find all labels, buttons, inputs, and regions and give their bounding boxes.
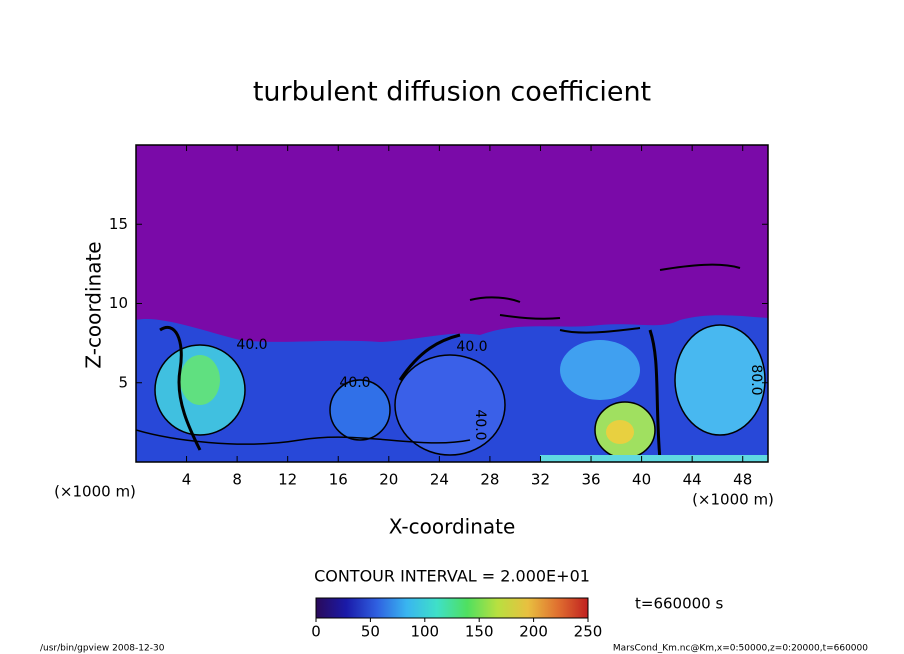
footer-right: MarsCond_Km.nc@Km,x=0:50000,z=0:20000,t=…	[613, 644, 868, 654]
contour-label: 40.0	[236, 337, 267, 353]
contour-label: 40.0	[339, 375, 370, 391]
colorbar-tick-label: 100	[410, 623, 439, 641]
x-tick-label: 32	[531, 471, 550, 489]
x-tick-label: 24	[430, 471, 449, 489]
y-tick-label: 5	[118, 373, 128, 391]
x-tick-label: 20	[379, 471, 398, 489]
x-tick-label: 4	[182, 471, 192, 489]
x-tick-label: 12	[278, 471, 297, 489]
y-unit: (×1000 m)	[54, 483, 136, 501]
colorbar-tick-label: 50	[361, 623, 380, 641]
colorbar-tick-label: 150	[465, 623, 494, 641]
y-tick-label: 10	[109, 294, 128, 312]
time-label: t=660000 s	[635, 595, 723, 613]
x-tick-label: 48	[733, 471, 752, 489]
x-unit: (×1000 m)	[692, 491, 774, 509]
y-tick-label: 15	[109, 215, 128, 233]
contour-label: 80.0	[748, 364, 764, 395]
x-tick-label: 8	[232, 471, 242, 489]
colorbar-tick-label: 0	[311, 623, 321, 641]
contour-label: 40.0	[472, 409, 488, 440]
footer-left: /usr/bin/gpview 2008-12-30	[40, 644, 165, 654]
chart-title: turbulent diffusion coefficient	[253, 77, 651, 108]
colorbar-tick-label: 200	[519, 623, 548, 641]
contour-interval: CONTOUR INTERVAL = 2.000E+01	[314, 567, 590, 586]
x-axis-label: X-coordinate	[389, 515, 516, 539]
contour-field	[136, 145, 768, 462]
x-tick-label: 44	[683, 471, 702, 489]
colorbar-tick-label: 250	[574, 623, 603, 641]
x-tick-label: 16	[329, 471, 348, 489]
colorbar	[315, 597, 589, 619]
x-tick-label: 36	[581, 471, 600, 489]
contour-label: 40.0	[456, 339, 487, 355]
x-tick-label: 40	[632, 471, 651, 489]
y-axis-label: Z-coordinate	[82, 241, 106, 368]
x-tick-label: 28	[480, 471, 499, 489]
